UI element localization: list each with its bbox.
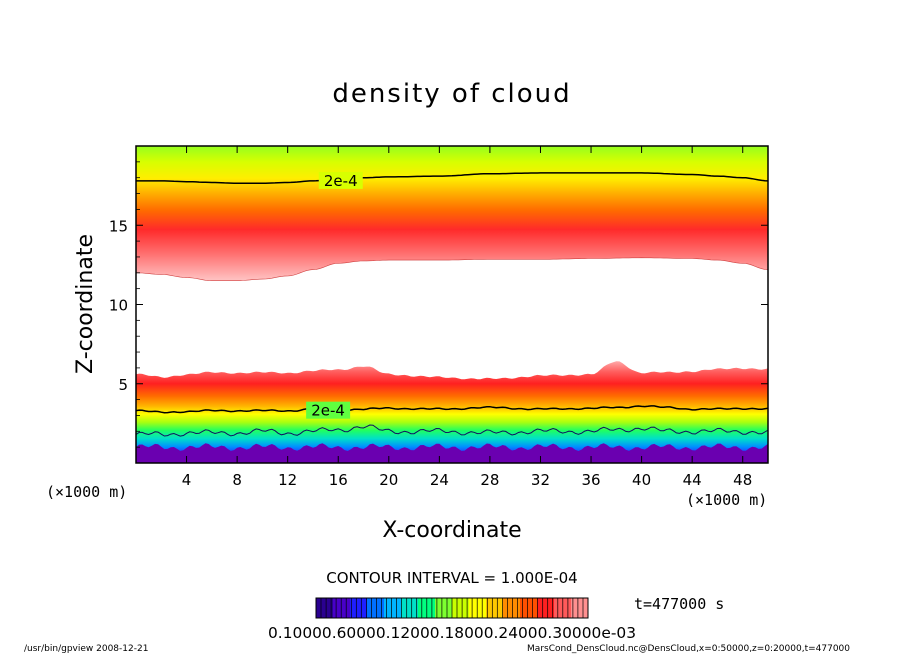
colorbar-frame	[315, 597, 589, 619]
contour-label-bg-upper	[318, 171, 363, 189]
colorbar-swatch	[435, 598, 453, 618]
lower-cloud-layer	[136, 361, 768, 463]
chart-title: density of cloud	[332, 79, 571, 109]
x-tick-label: 16	[329, 471, 348, 489]
y-tick-label: 10	[109, 297, 128, 315]
x-axis-label: X-coordinate	[382, 518, 521, 543]
x-tick-label: 32	[531, 471, 550, 489]
x-tick-label: 48	[733, 471, 752, 489]
y-tick-label: 5	[118, 376, 128, 394]
colorbar-swatch	[571, 598, 589, 618]
x-tick-label: 44	[683, 471, 702, 489]
y-axis-ticks: 5 10 15	[109, 161, 768, 448]
x-tick-label: 8	[232, 471, 242, 489]
colorbar-swatch	[384, 598, 402, 618]
x-tick-label: 24	[430, 471, 449, 489]
x-unit-right: (×1000 m)	[686, 491, 767, 509]
footer-source: MarsCond_DensCloud.nc@DensCloud,x=0:5000…	[527, 644, 850, 654]
y-tick-label: 15	[109, 217, 128, 235]
colorbar-swatch	[401, 598, 419, 618]
contour-interval-label: CONTOUR INTERVAL = 1.000E-04	[326, 569, 577, 587]
colorbar-swatch	[333, 598, 351, 618]
colorbar-swatch	[503, 598, 521, 618]
colorbar-swatch	[367, 598, 385, 618]
colorbar-swatch	[520, 598, 538, 618]
colorbar-swatch	[469, 598, 487, 618]
x-tick-label: 28	[480, 471, 499, 489]
x-tick-label: 4	[182, 471, 192, 489]
colorbar-swatch	[350, 598, 368, 618]
footer-program: /usr/bin/gpview 2008-12-21	[24, 644, 148, 654]
lower-contour-2e-4	[136, 405, 768, 414]
x-tick-label: 12	[278, 471, 297, 489]
x-tick-label: 20	[379, 471, 398, 489]
contour-label-upper: 2e-4	[324, 172, 358, 190]
y-axis-label: Z-coordinate	[73, 234, 98, 374]
plot-area	[136, 146, 768, 463]
contour-label-lower: 2e-4	[311, 402, 345, 420]
colorbar-swatch	[452, 598, 470, 618]
contour-label-bg-lower	[306, 401, 351, 419]
upper-layer-edge	[136, 257, 768, 281]
x-axis-ticks: 4 8 12 16 20 24 28 32 36 40 44 48	[182, 146, 752, 489]
x-unit-left: (×1000 m)	[46, 483, 127, 501]
colorbar-swatch	[486, 598, 504, 618]
upper-contour-2e-4	[136, 172, 768, 184]
colorbar-swatch	[537, 598, 555, 618]
colorbar-swatch	[316, 598, 334, 618]
colorbar-labels: 0.10000.60000.12000.18000.24000.30000e-0…	[268, 624, 636, 642]
x-tick-label: 36	[581, 471, 600, 489]
x-tick-label: 40	[632, 471, 651, 489]
lower-layer-base	[136, 443, 768, 463]
colorbar	[315, 598, 589, 618]
lower-blue-contour	[136, 424, 768, 437]
upper-cloud-layer	[136, 146, 768, 281]
time-label: t=477000 s	[634, 595, 724, 613]
